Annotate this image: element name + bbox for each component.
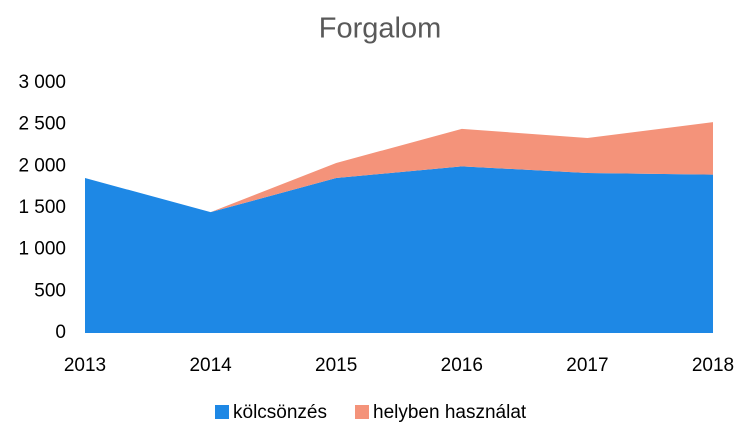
y-tick-label: 2 500 bbox=[18, 114, 66, 135]
y-tick-label: 1 500 bbox=[18, 197, 66, 218]
x-tick-label: 2014 bbox=[189, 355, 232, 376]
y-tick-label: 2 000 bbox=[18, 155, 66, 176]
y-tick-label: 1 000 bbox=[18, 239, 66, 260]
legend-label: helyben használat bbox=[373, 402, 527, 423]
legend-swatch bbox=[355, 405, 369, 419]
y-tick-label: 3 000 bbox=[18, 72, 66, 93]
x-tick-label: 2016 bbox=[441, 355, 483, 376]
area bbox=[85, 166, 713, 333]
x-tick-label: 2018 bbox=[692, 355, 734, 376]
legend-swatch bbox=[215, 405, 229, 419]
y-tick-label: 500 bbox=[34, 280, 66, 301]
y-tick-label: 0 bbox=[55, 322, 66, 343]
x-tick-label: 2017 bbox=[566, 355, 608, 376]
chart-title: Forgalom bbox=[319, 13, 442, 45]
x-tick-label: 2015 bbox=[315, 355, 357, 376]
x-tick-label: 2013 bbox=[64, 355, 106, 376]
legend-label: kölcsönzés bbox=[233, 402, 327, 423]
area bbox=[85, 122, 713, 213]
